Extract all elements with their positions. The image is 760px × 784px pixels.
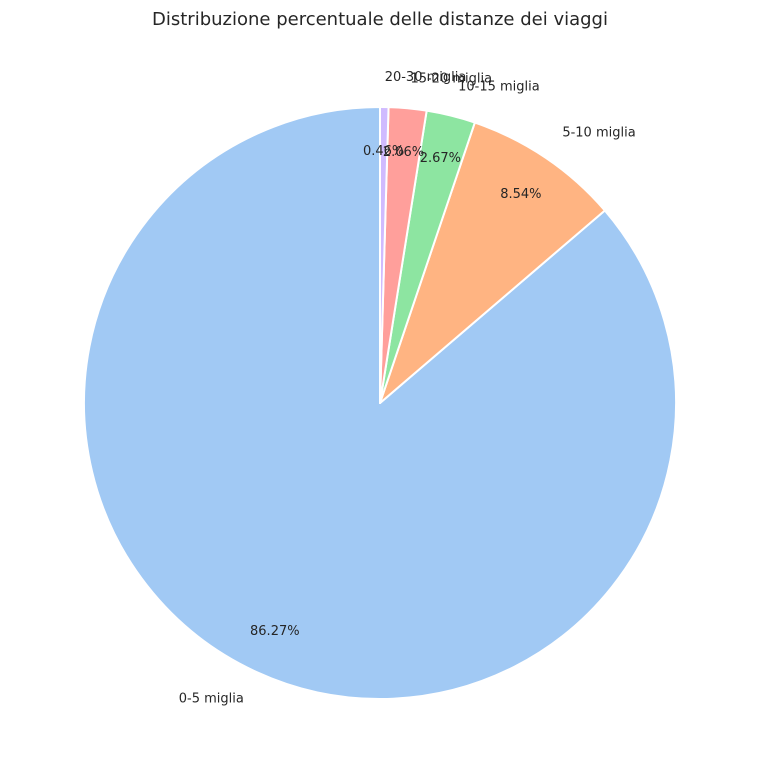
pie-slice-5: [379, 105, 390, 404]
pie-slices: [83, 105, 677, 700]
slice-label-1: 0-5 miglia: [179, 691, 244, 706]
pie-labels: 0-5 miglia 86.27% 5-10 miglia 8.54% 10-15 mi…: [179, 70, 636, 706]
slice-label-2: 5-10 miglia: [562, 126, 635, 141]
slice-percent-2: 8.54%: [500, 187, 541, 202]
slice-percent-5: 0.46%: [363, 144, 404, 159]
slice-percent-3: 2.67%: [420, 151, 461, 166]
slice-label-4: 15-20 miglia: [410, 71, 492, 86]
slice-percent-4: 2.06%: [383, 145, 424, 160]
pie-slice-2: [379, 121, 606, 404]
slice-label-3: 10-15 miglia: [458, 79, 540, 94]
slice-label-5: 20-30 miglia: [385, 70, 467, 85]
chart-title: Distribuzione percentuale delle distanze…: [152, 9, 608, 30]
slice-percent-1: 86.27%: [250, 624, 300, 639]
